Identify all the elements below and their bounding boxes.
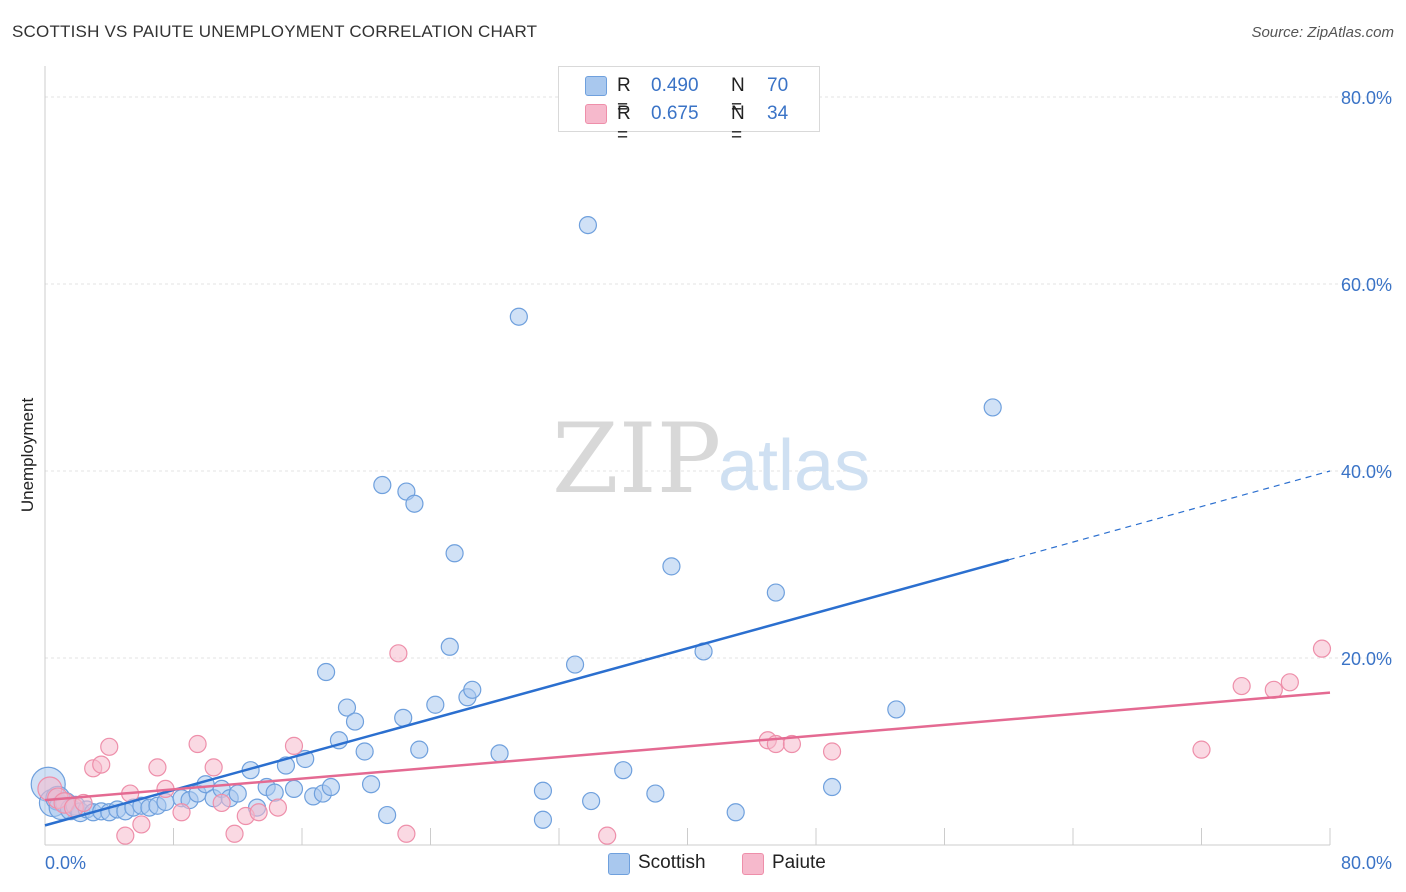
y-tick-label: 20.0%: [1341, 649, 1392, 669]
watermark-zip: ZIP: [552, 403, 721, 515]
paiute-point: [284, 736, 304, 755]
x-tick-label: 0.0%: [45, 853, 86, 873]
paiute-point: [1192, 740, 1211, 759]
trend-lines: [44, 470, 1331, 827]
y-tick-label: 40.0%: [1341, 462, 1392, 482]
paiute-point: [212, 793, 231, 813]
scottish-point: [355, 742, 374, 761]
r-label: R =: [617, 75, 631, 118]
watermark-atlas: atlas: [718, 426, 870, 506]
chart-title: SCOTTISH VS PAIUTE UNEMPLOYMENT CORRELAT…: [12, 22, 538, 41]
scottish-point: [533, 781, 553, 800]
n-value: 70: [767, 75, 789, 96]
scottish-point: [345, 712, 365, 731]
paiute-point: [598, 826, 617, 845]
paiute-point: [397, 824, 416, 843]
paiute-point: [249, 803, 268, 822]
scottish-point: [426, 695, 445, 714]
paiute-point: [225, 824, 244, 843]
scottish-point: [662, 557, 681, 576]
scottish-point: [445, 544, 464, 563]
paiute-point: [204, 758, 223, 777]
paiute-point: [1312, 639, 1332, 658]
scottish-point: [321, 777, 341, 797]
scottish-point: [405, 494, 424, 513]
scottish-point: [565, 655, 585, 674]
paiute-point: [1280, 673, 1299, 692]
scottish-point: [822, 777, 842, 797]
paiute-point: [389, 644, 408, 663]
legend-label: Paiute: [772, 852, 826, 873]
paiute-point: [172, 803, 191, 822]
paiute-swatch: [742, 853, 764, 875]
r-value: 0.490: [651, 75, 699, 96]
scottish-trend-extension: [1008, 470, 1331, 561]
paiute-point: [782, 734, 802, 754]
paiute-point: [188, 734, 207, 754]
scottish-point: [361, 775, 381, 794]
scottish-point: [578, 215, 598, 235]
paiute-trend-line: [44, 691, 1331, 802]
legend-label: Scottish: [638, 852, 706, 873]
data-points: [30, 215, 1332, 845]
scottish-point: [490, 744, 509, 763]
source-label: Source: ZipAtlas.com: [1251, 24, 1394, 41]
paiute-point: [822, 742, 842, 761]
scottish-swatch: [608, 853, 630, 875]
scottish-point: [463, 680, 482, 699]
paiute-point: [268, 798, 288, 817]
paiute-point: [92, 755, 111, 774]
scottish-point: [337, 698, 357, 717]
scottish-point: [614, 761, 633, 780]
paiute-point: [1232, 676, 1251, 696]
n-label: N =: [731, 103, 745, 146]
scottish-point: [646, 784, 665, 803]
scottish-trend-line: [44, 558, 1010, 827]
scottish-point: [887, 700, 906, 719]
r-label: R =: [617, 103, 631, 146]
scottish-swatch: [585, 76, 607, 96]
paiute-swatch: [585, 104, 607, 124]
stats-legend: R = 0.490 N = 70 R = 0.675 N = 34: [558, 66, 820, 146]
paiute-point: [132, 815, 151, 834]
scottish-point: [533, 810, 553, 829]
scottish-point: [440, 637, 459, 656]
n-value: 34: [767, 103, 789, 124]
axes: [44, 66, 1331, 846]
x-tick-label: 80.0%: [1341, 853, 1392, 873]
paiute-point: [100, 737, 119, 756]
scottish-point: [316, 662, 336, 682]
r-value: 0.675: [651, 103, 699, 124]
paiute-point: [74, 793, 93, 813]
scottish-point: [378, 805, 397, 825]
scottish-point: [410, 740, 429, 759]
scottish-point: [983, 398, 1002, 417]
scottish-point: [265, 783, 284, 802]
tick-labels: 80.0% 60.0% 40.0% 20.0% 0.0% 80.0%: [45, 88, 1392, 873]
y-tick-label: 60.0%: [1341, 275, 1392, 295]
scottish-point: [284, 779, 304, 799]
scottish-point: [726, 803, 745, 822]
scottish-point: [509, 307, 528, 326]
paiute-point: [148, 758, 167, 777]
n-label: N =: [731, 75, 745, 118]
scottish-point: [766, 583, 785, 602]
scottish-point: [373, 475, 392, 495]
paiute-point: [116, 826, 135, 845]
y-tick-label: 80.0%: [1341, 88, 1392, 108]
scottish-point: [228, 784, 247, 803]
gridlines: [45, 96, 1392, 659]
scottish-point: [582, 791, 601, 811]
